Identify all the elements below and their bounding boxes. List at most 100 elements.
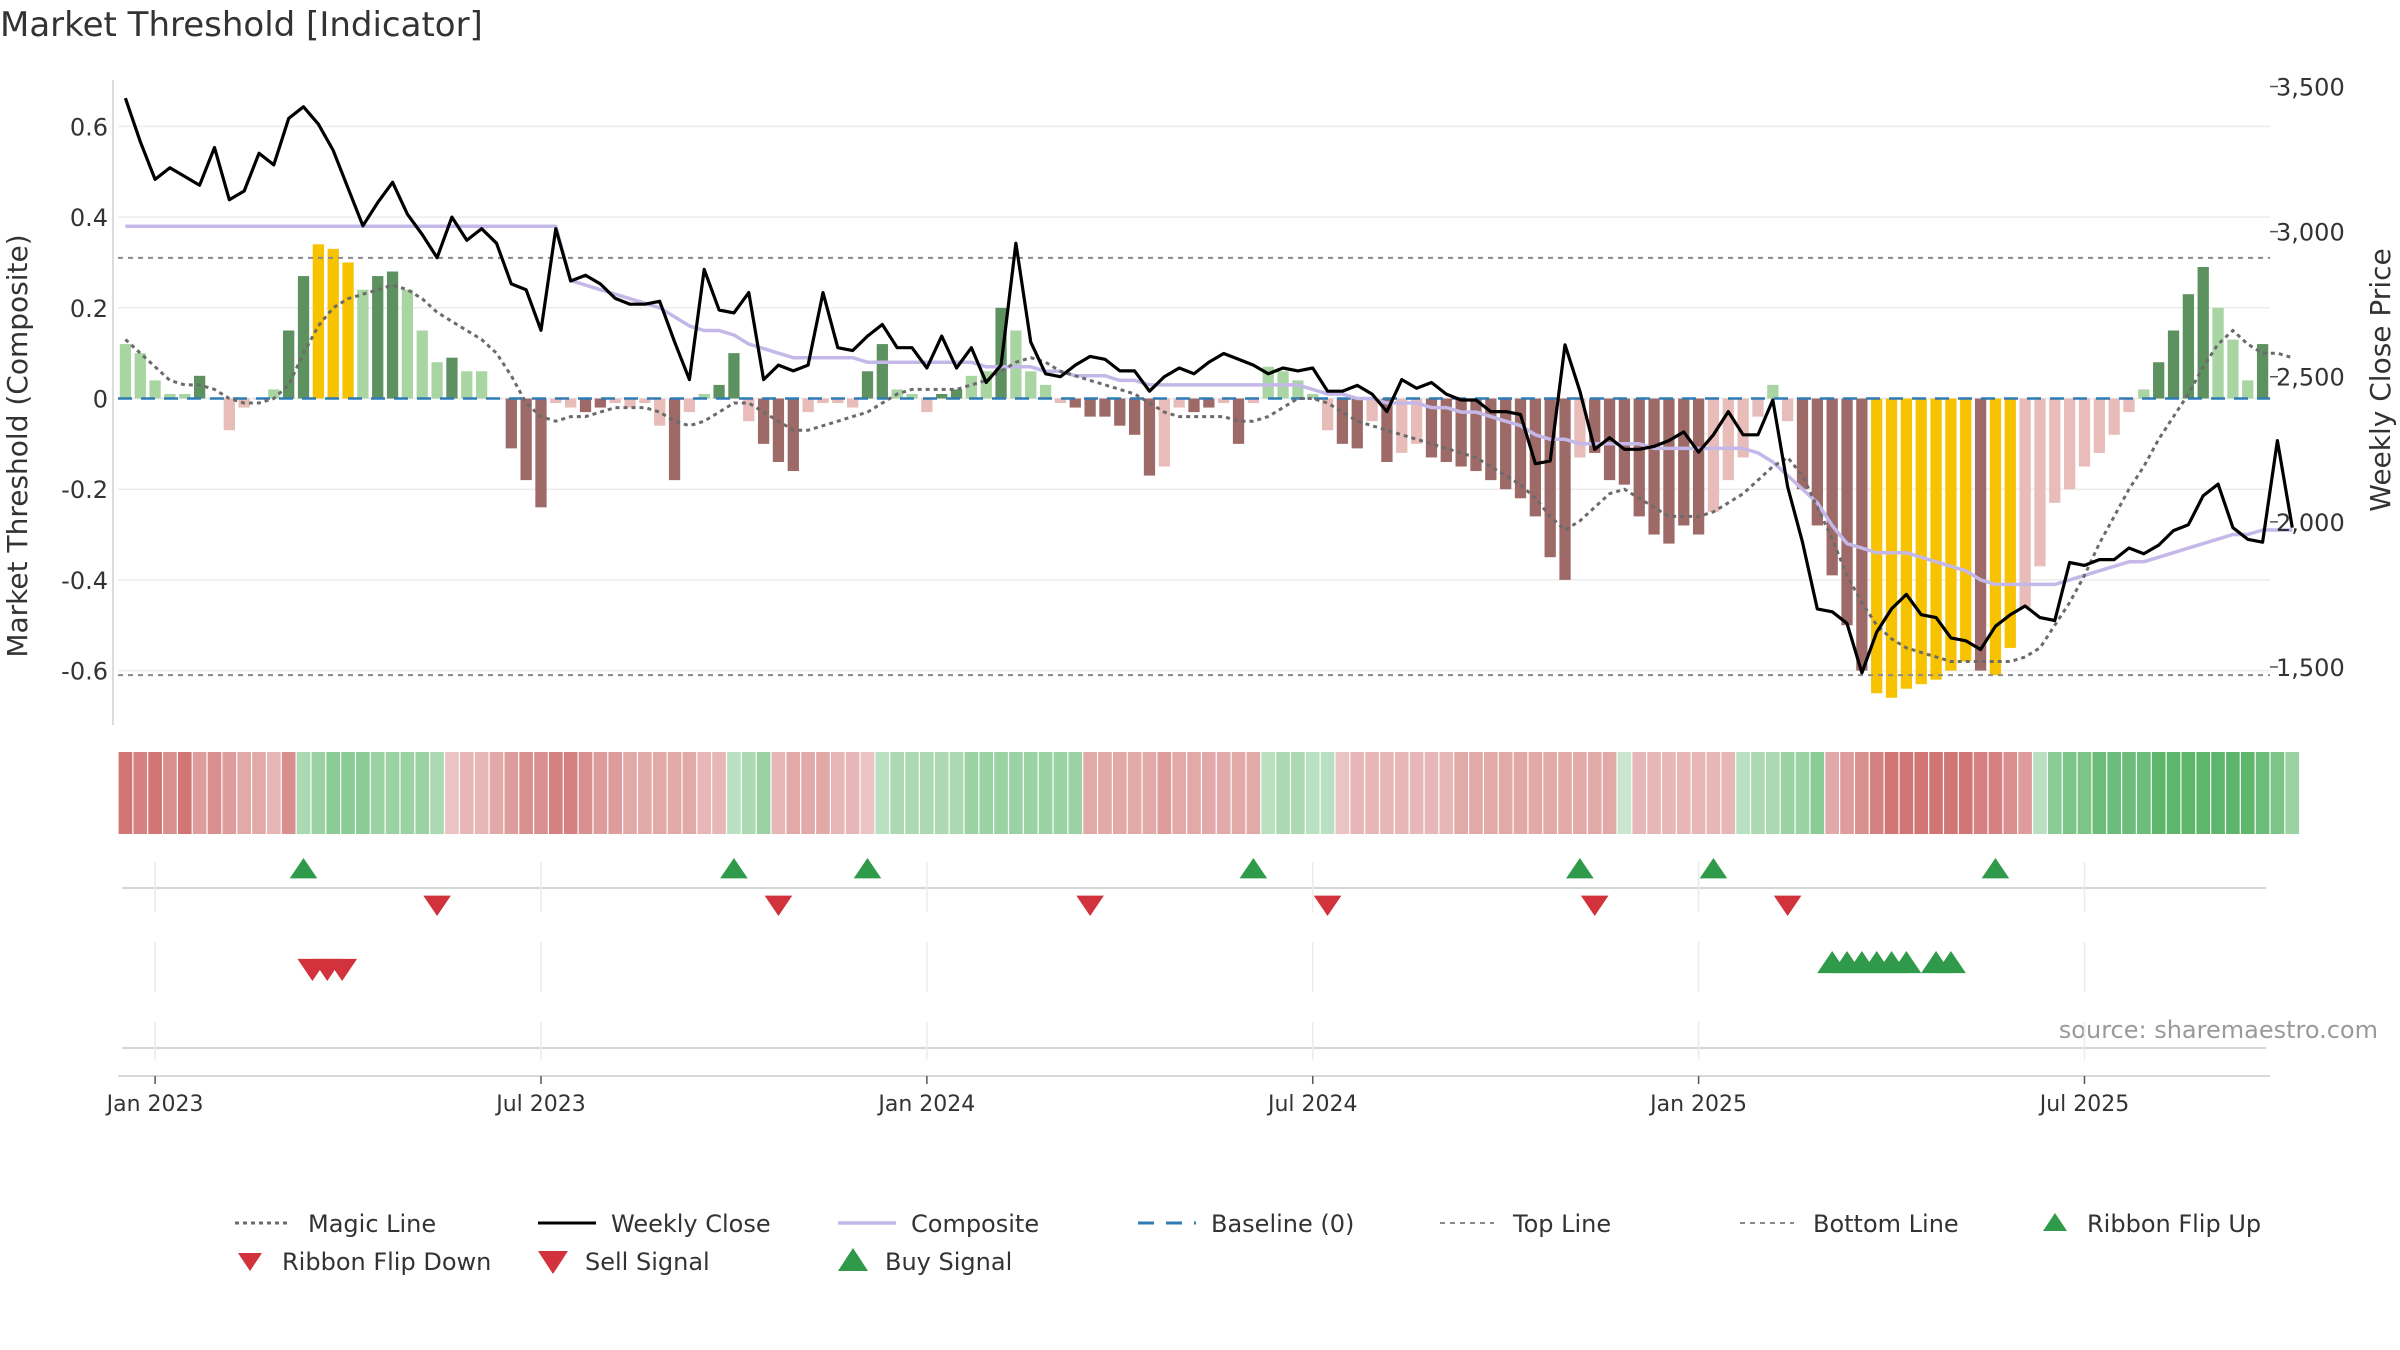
ribbon-cell [1751,752,1765,834]
composite-bar [668,398,681,481]
composite-bar [1410,398,1423,444]
composite-bar [431,362,443,399]
left-tick-label: -0.6 [61,658,108,686]
composite-bar [1796,398,1809,490]
ribbon-cell [1617,752,1632,834]
composite-bar [1099,398,1111,417]
sell-signal-marker [1076,895,1104,916]
right-tick-label: 3,000 [2276,219,2345,247]
composite-bar [520,398,532,481]
ribbon-cell [2047,752,2062,834]
ribbon-cell [727,752,741,834]
composite-bar [683,398,696,413]
ribbon-cell [2196,752,2211,834]
ribbon-cell [1973,752,1988,834]
x-tick-label: Jul 2023 [494,1092,586,1117]
ribbon-cell [1009,752,1023,834]
buy-signal-marker [1239,858,1268,879]
composite-bar [1396,398,1408,453]
composite-bar [2138,389,2150,399]
composite-bar [1292,380,1304,399]
ribbon-cell [341,752,355,834]
ribbon-cell [608,752,623,834]
ribbon-cell [1305,752,1320,834]
ribbon-cell [118,752,133,834]
ribbon-cell [667,752,682,834]
composite-bar [179,393,191,399]
ribbon-cell [1632,752,1647,834]
ribbon-cell [385,752,400,834]
ribbon-cell [267,752,281,834]
composite-bar [342,262,354,399]
ribbon-cell [712,752,726,834]
ribbon-strip [118,752,2300,834]
composite-line [125,224,2293,587]
composite-bar [965,375,978,399]
composite-bar [2167,330,2180,399]
ribbon-cell [1706,752,1721,834]
composite-bar [401,289,414,399]
composite-bar [1084,398,1096,417]
x-tick-label: Jan 2024 [876,1092,975,1117]
composite-bar [2049,398,2061,503]
ribbon-cell [905,752,919,834]
composite-bar [980,371,992,399]
ribbon-cell [1320,752,1335,834]
ribbon-cell [415,752,430,834]
legend-label: Baseline (0) [1211,1210,1354,1238]
ribbon-cell [2077,752,2092,834]
ribbon-cell [296,752,311,834]
composite-bar [2064,398,2076,490]
composite-bar [1188,398,1200,413]
composite-bar [1782,398,1794,422]
ribbon-cell [623,752,637,834]
ribbon-cell [1261,752,1276,834]
x-axis: Jan 2023 Jul 2023 Jan 2024 Jul 2024 Jan 2025… [105,1075,2270,1117]
composite-bar [149,380,161,399]
legend-item-baseline: Baseline (0) [1138,1210,1354,1238]
ribbon-cell [2166,752,2181,834]
composite-bar [1381,398,1393,462]
composite-bar [1930,398,1942,680]
ribbon-cell [1676,752,1691,834]
ribbon-cell [1958,752,1973,834]
composite-bar [713,384,725,399]
ribbon-cell [2270,752,2285,834]
legend-sell-swatch [538,1251,568,1274]
composite-bar [1025,371,1037,399]
ribbon-cell [786,752,801,834]
legend: Magic Line Weekly Close Composite Baseline … [235,1210,2261,1276]
ribbon-cell [1187,752,1201,834]
ribbon-cell [1068,752,1083,834]
left-tick-label: 0 [93,386,108,414]
legend-label: Composite [911,1210,1039,1238]
composite-bar [327,248,339,399]
ribbon-cell [1988,752,2003,834]
composite-bar [119,344,132,399]
ribbon-cell [2151,752,2166,834]
legend-item-flipdown: Ribbon Flip Down [238,1248,491,1276]
ribbon-cell [816,752,830,834]
composite-bar [2019,398,2031,608]
ribbon-cell [1721,752,1736,834]
composite-bar [832,398,844,404]
ribbon-cell [1202,752,1216,834]
legend-flip-up-swatch [2043,1213,2067,1231]
composite-bar [817,398,829,404]
ribbon-cell [1855,752,1869,834]
composite-bar [2212,307,2224,399]
composite-bar [1336,398,1349,444]
ribbon-cell [1884,752,1899,834]
ribbon-cell [1083,752,1097,834]
ribbon-cell [326,752,341,834]
composite-bar [1470,398,1482,472]
composite-bar [475,371,488,399]
composite-bar [1663,398,1675,544]
ribbon-cell [519,752,533,834]
composite-bar [223,398,235,431]
composite-bar [1054,398,1067,404]
legend-label: Buy Signal [885,1248,1012,1276]
composite-bar [297,276,310,399]
legend-item-close: Weekly Close [538,1210,771,1238]
ribbon-cell [875,752,890,834]
